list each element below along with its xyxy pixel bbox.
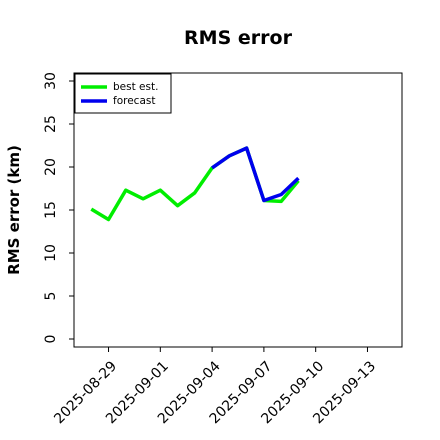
plot-frame [73,72,403,348]
chart-title: RMS error [184,27,293,49]
series-line-1 [211,146,300,203]
series-line-0 [90,146,300,222]
y-tick-label-5: 5 [43,292,59,301]
legend-label-0: best est. [113,81,158,93]
y-tick-label-15: 15 [43,201,59,219]
plot-area: 0510152025302025-08-292025-09-012025-09-… [43,72,403,427]
y-tick-label-0: 0 [43,335,59,344]
y-tick-label-30: 30 [43,72,59,90]
y-tick-label-25: 25 [43,115,59,133]
y-tick-label-20: 20 [43,158,59,176]
y-tick-label-10: 10 [43,244,59,262]
legend-label-1: forecast [113,95,155,107]
y-axis-label: RMS error (km) [5,145,23,275]
legend-box [74,73,172,114]
